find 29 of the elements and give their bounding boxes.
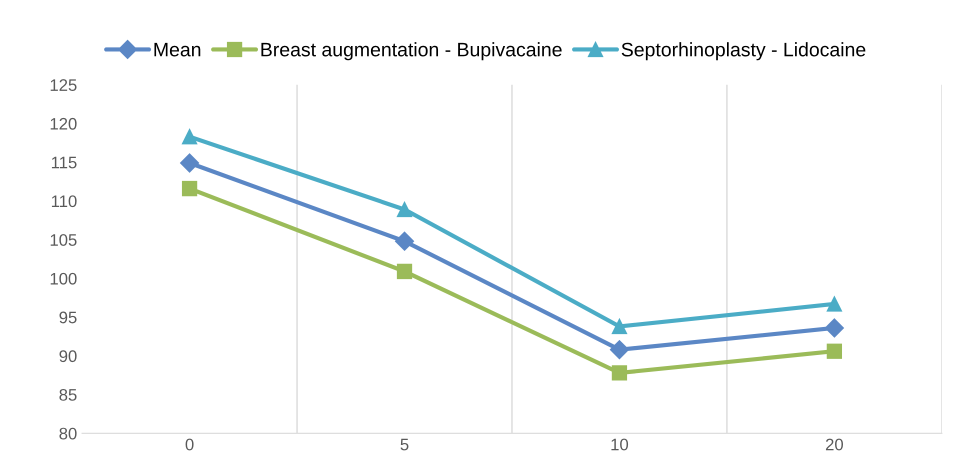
legend-label: Septorhinoplasty - Lidocaine bbox=[622, 42, 866, 60]
y-tick-label: 115 bbox=[52, 156, 77, 168]
point bbox=[610, 340, 629, 360]
x-tick-label: 0 bbox=[186, 438, 194, 450]
y-tick-label: 85 bbox=[59, 388, 77, 401]
y-tick-label: 90 bbox=[59, 350, 77, 362]
x-tick-label: 5 bbox=[400, 438, 408, 450]
point bbox=[612, 365, 628, 381]
point bbox=[180, 153, 200, 173]
y-tick-label: 110 bbox=[52, 195, 77, 208]
point bbox=[612, 318, 628, 334]
legend-label: Mean bbox=[154, 42, 200, 56]
point bbox=[394, 232, 414, 251]
y-tick-label: 80 bbox=[59, 428, 77, 440]
point bbox=[396, 202, 412, 218]
point bbox=[824, 318, 844, 338]
point bbox=[182, 129, 198, 144]
legend-label: Breast augmentation - Bupivacaine bbox=[261, 42, 562, 60]
point bbox=[182, 180, 198, 196]
point bbox=[826, 296, 842, 312]
y-tick-label: 120 bbox=[50, 118, 77, 130]
point bbox=[826, 344, 842, 359]
x-tick-label: 10 bbox=[611, 438, 628, 450]
y-tick-label: 95 bbox=[59, 312, 77, 324]
y-tick-label: 125 bbox=[50, 79, 77, 91]
point bbox=[396, 264, 412, 280]
y-tick-label: 100 bbox=[50, 272, 77, 285]
x-tick-label: 20 bbox=[826, 438, 843, 450]
y-tick-label: 105 bbox=[50, 234, 77, 246]
